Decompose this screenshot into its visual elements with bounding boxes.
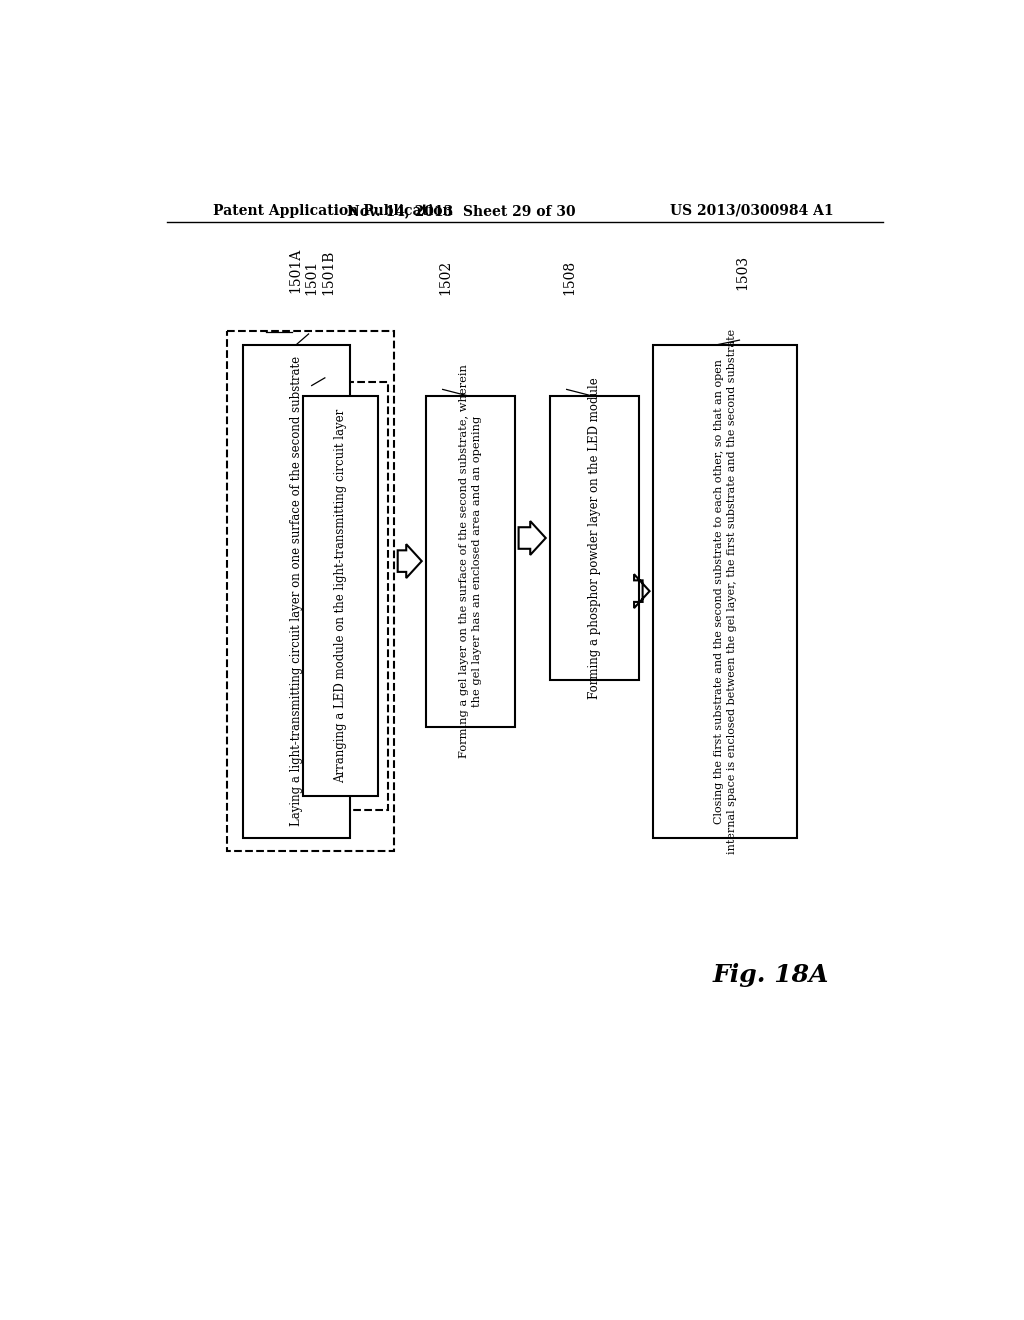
Bar	[291, 381, 388, 809]
Text: Nov. 14, 2013  Sheet 29 of 30: Nov. 14, 2013 Sheet 29 of 30	[347, 203, 575, 218]
Text: Patent Application Publication: Patent Application Publication	[213, 203, 453, 218]
Polygon shape	[634, 574, 649, 609]
Text: 1508: 1508	[563, 260, 577, 296]
Text: Fig. 18A: Fig. 18A	[713, 962, 829, 986]
Bar	[243, 345, 349, 837]
Text: Laying a light-transmitting circuit layer on one surface of the second substrate: Laying a light-transmitting circuit laye…	[290, 356, 303, 826]
Bar	[550, 396, 639, 681]
Bar	[426, 396, 515, 726]
Text: 1503: 1503	[735, 255, 750, 290]
Text: Closing the first substrate and the second substrate to each other, so that an o: Closing the first substrate and the seco…	[714, 329, 736, 854]
Text: Arranging a LED module on the light-transmitting circuit layer: Arranging a LED module on the light-tran…	[334, 409, 347, 783]
Polygon shape	[518, 521, 546, 554]
Polygon shape	[397, 544, 422, 578]
Text: 1501: 1501	[305, 260, 318, 296]
Text: Forming a gel layer on the surface of the second substrate, wherein
the gel laye: Forming a gel layer on the surface of th…	[459, 364, 481, 758]
Text: 1502: 1502	[438, 260, 453, 296]
Bar	[227, 331, 394, 850]
Bar	[303, 396, 378, 796]
Text: 1501B: 1501B	[321, 249, 335, 296]
Bar	[653, 345, 797, 837]
Text: Forming a phosphor powder layer on the LED module: Forming a phosphor powder layer on the L…	[588, 378, 601, 698]
Text: 1501A: 1501A	[289, 247, 302, 293]
Text: US 2013/0300984 A1: US 2013/0300984 A1	[670, 203, 834, 218]
